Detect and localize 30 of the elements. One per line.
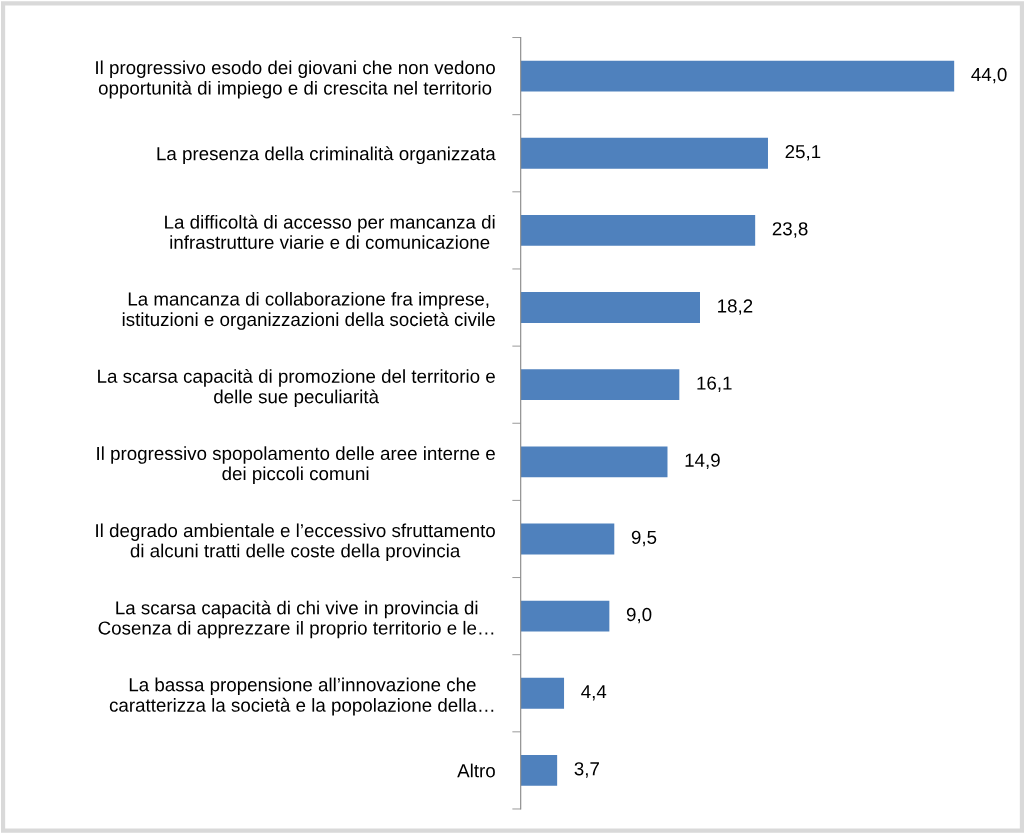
- y-tick-label: Il degrado ambientale e l’eccessivo sfruttamento di alcuni tratti delle coste della provincia: [96, 523, 495, 562]
- y-tick-label: La scarsa capacità di promozione del territorio e delle sue peculiarità: [98, 368, 495, 408]
- data-label: 16,1: [697, 376, 732, 392]
- y-tick-label: La presenza della criminalità organizzata: [157, 146, 496, 165]
- y-tick-label: La scarsa capacità di chi vive in provincia di Cosenza di apprezzare il proprio territorio e le…: [98, 600, 494, 639]
- y-tick-label: La difficoltà di accesso per mancanza di infrastrutture viarie e di comunicazione: [165, 214, 495, 249]
- bar: [520, 446, 668, 478]
- bar: [520, 677, 565, 709]
- data-label: 25,1: [785, 145, 821, 161]
- y-tick-label: Altro: [457, 763, 495, 778]
- bar: [520, 60, 955, 92]
- bar: [520, 369, 680, 401]
- bar: [520, 292, 700, 323]
- bar: [520, 754, 558, 786]
- bar: [520, 214, 756, 246]
- bar: [520, 523, 615, 555]
- data-label: 9,5: [631, 530, 657, 547]
- bar: [520, 600, 610, 632]
- data-label: 18,2: [718, 299, 753, 315]
- data-label: 44,0: [971, 67, 1007, 84]
- bar: [520, 137, 768, 169]
- y-tick-label: Il progressivo spopolamento delle aree interne e dei piccoli comuni: [97, 446, 495, 484]
- data-label: 4,4: [581, 685, 607, 701]
- data-label: 14,9: [685, 453, 720, 470]
- data-label: 3,7: [574, 762, 599, 778]
- y-tick-label: Il progressivo esodo dei giovani che non vedono opportunità di impiego e di crescita nel territorio: [96, 60, 495, 99]
- y-tick-label: La bassa propensione all’innovazione che caratterizza la società e la popolazione della…: [109, 677, 494, 716]
- y-tick-label: La mancanza di collaborazione fra imprese, istituzioni e organizzazioni della società civile: [122, 291, 495, 330]
- data-label: 9,0: [626, 607, 652, 624]
- data-label: 23,8: [772, 222, 808, 238]
